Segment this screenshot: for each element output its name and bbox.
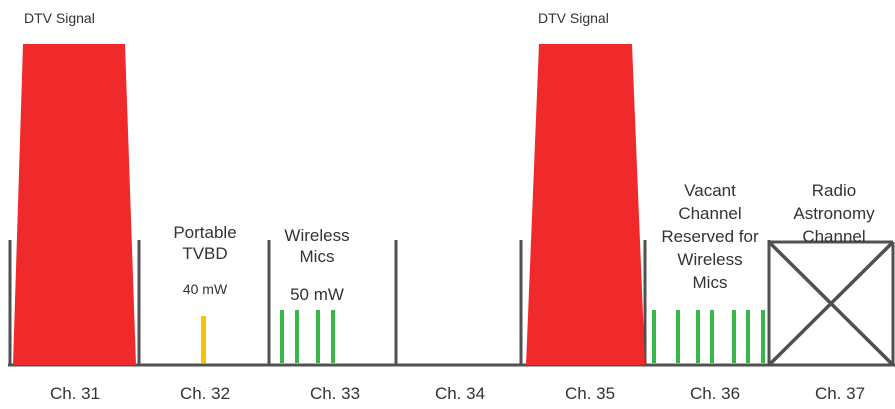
channel-label-ch31: Ch. 31: [49, 384, 101, 403]
radio-astronomy-line3: Channel: [802, 227, 866, 246]
dtv-signal-ch31: [13, 44, 136, 365]
wireless-mics-power-label: 50 mW: [290, 285, 344, 304]
channel-label-ch36: Ch. 36: [689, 384, 741, 403]
wireless-mic-bar: [676, 310, 680, 363]
vacant-channel-line4: Wireless: [677, 250, 743, 269]
dtv-signal-label-ch35: DTV Signal: [538, 10, 609, 26]
channel-label-ch34: Ch. 34: [434, 384, 486, 403]
wireless-mic-bar: [761, 310, 765, 363]
tvbd-power-label: 40 mW: [182, 281, 228, 297]
dtv-signal-label-ch31: DTV Signal: [24, 10, 95, 26]
wireless-mic-bar: [316, 310, 320, 363]
wireless-mic-bar: [295, 310, 299, 363]
wireless-mic-bar: [746, 310, 750, 363]
channel-label-ch33: Ch. 33: [309, 384, 361, 403]
tvbd-title-line1: Portable: [173, 223, 237, 242]
wireless-mics-title-line1: Wireless: [284, 226, 350, 245]
wireless-mic-bar: [732, 310, 736, 363]
tvbd-title-line2: TVBD: [182, 244, 228, 263]
channel-label-ch37: Ch. 37: [814, 384, 866, 403]
wireless-mics-title-line2: Mics: [299, 247, 335, 266]
vacant-channel-line3: Reserved for: [661, 227, 759, 246]
tvbd-signal-bar: [201, 316, 206, 363]
wireless-mic-bar: [331, 310, 335, 363]
vacant-channel-line1: Vacant: [684, 181, 736, 200]
wireless-mic-bars-ch33: [280, 310, 335, 363]
channel-label-ch35: Ch. 35: [564, 384, 616, 403]
radio-astronomy-line2: Astronomy: [793, 204, 875, 223]
vacant-channel-line2: Channel: [678, 204, 742, 223]
vacant-channel-line5: Mics: [692, 273, 728, 292]
wireless-mic-bar: [280, 310, 284, 363]
radio-astronomy-blocked-cross: [768, 240, 895, 366]
wireless-mic-bar: [652, 310, 656, 363]
dtv-signal-ch35: [526, 44, 645, 365]
channel-label-ch32: Ch. 32: [179, 384, 231, 403]
radio-astronomy-line1: Radio: [811, 181, 857, 200]
wireless-mic-bar: [710, 310, 714, 363]
wireless-mic-bars-ch36: [652, 310, 765, 363]
wireless-mic-bar: [696, 310, 700, 363]
